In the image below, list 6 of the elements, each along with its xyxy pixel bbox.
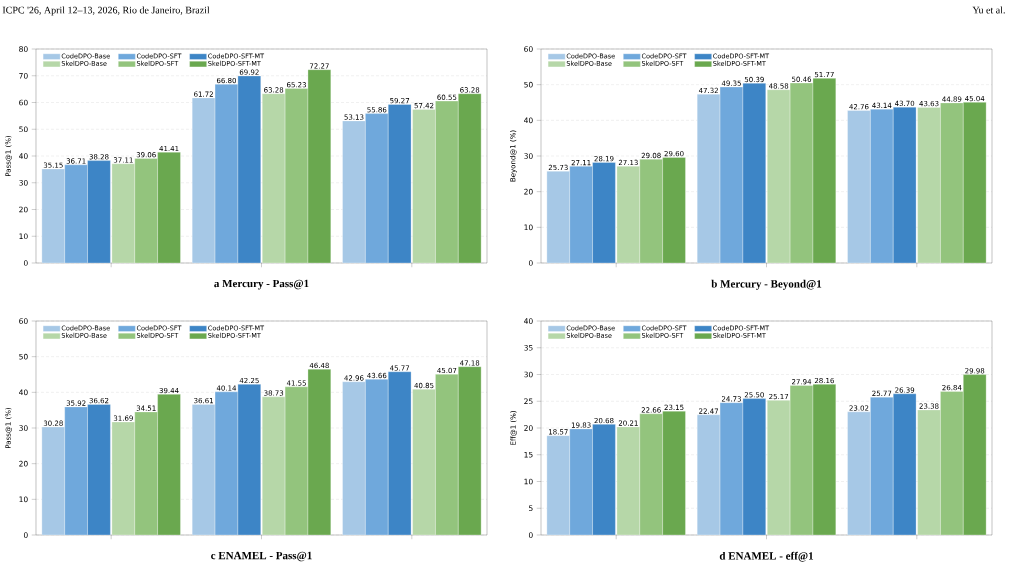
text: c ENAMEL - Pass@1: [211, 551, 312, 562]
text: ICPC '26, April 12–13, 2026, Rio de Janeiro, Brazil: [2, 6, 210, 16]
text: a Mercury - Pass@1: [214, 279, 309, 290]
text: b Mercury - Beyond@1: [711, 279, 822, 290]
text: d ENAMEL - eff@1: [719, 551, 814, 562]
text: Yu et al.: [972, 6, 1005, 14]
